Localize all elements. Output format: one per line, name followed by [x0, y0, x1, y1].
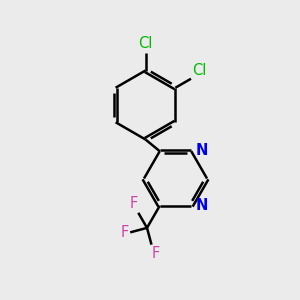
Text: N: N — [195, 198, 208, 213]
Text: F: F — [129, 196, 137, 211]
Text: F: F — [120, 225, 128, 240]
Text: F: F — [152, 246, 160, 261]
Text: Cl: Cl — [138, 36, 153, 51]
Text: N: N — [195, 143, 208, 158]
Text: Cl: Cl — [193, 63, 207, 78]
